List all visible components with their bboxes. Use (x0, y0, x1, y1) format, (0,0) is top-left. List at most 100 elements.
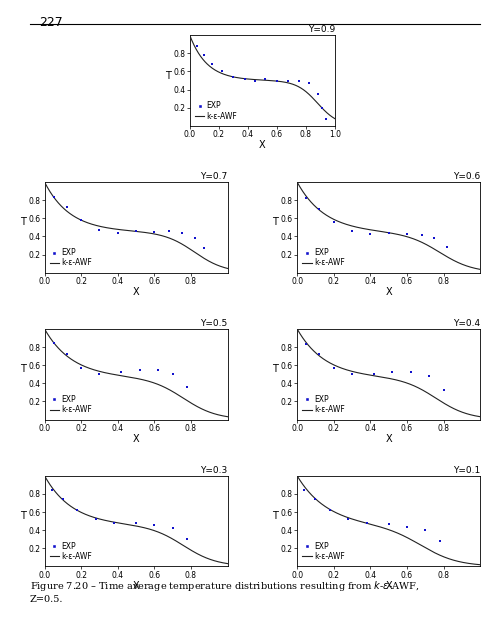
Point (385, 518, 393, 529)
Point (92, 514, 100, 524)
Point (183, 534, 191, 545)
X-axis label: X: X (385, 581, 392, 591)
X-axis label: X: X (259, 140, 266, 150)
Point (251, 76, 259, 86)
Point (150, 520, 158, 530)
Point (315, 349, 323, 360)
Point (50, 191, 57, 202)
Point (385, 228, 393, 238)
Legend: EXP, k-ε-AWF: EXP, k-ε-AWF (49, 394, 94, 416)
Point (110, 518, 118, 528)
Legend: EXP, k-ε-AWF: EXP, k-ε-AWF (49, 246, 94, 269)
X-axis label: X: X (133, 581, 140, 591)
Y-axis label: T: T (20, 364, 26, 374)
Point (191, 233, 198, 243)
Point (150, 227, 158, 237)
Point (318, 102, 326, 113)
Point (403, 228, 411, 239)
Point (348, 226, 356, 236)
Text: Y=0.1: Y=0.1 (453, 466, 480, 475)
Y-axis label: T: T (272, 511, 278, 521)
Text: Y=0.6: Y=0.6 (453, 172, 480, 181)
Point (50, 339, 57, 349)
X-axis label: X: X (133, 287, 140, 297)
Point (421, 525, 429, 535)
Point (229, 72, 237, 82)
Point (406, 367, 414, 378)
Point (425, 371, 433, 381)
Point (322, 113, 330, 124)
Point (136, 365, 144, 375)
Point (218, 67, 226, 77)
Text: Y=0.4: Y=0.4 (453, 319, 480, 328)
Point (443, 242, 451, 252)
Point (59, 494, 67, 504)
Legend: EXP, k-ε-AWF: EXP, k-ε-AWF (301, 246, 346, 269)
Point (74, 505, 82, 515)
Point (305, 78, 313, 88)
Point (311, 494, 319, 504)
Point (241, 74, 249, 84)
Point (363, 518, 371, 528)
Point (315, 204, 323, 214)
Point (302, 193, 310, 204)
Point (273, 76, 281, 86)
Point (345, 514, 352, 524)
Point (326, 505, 334, 515)
Text: Y=0.9: Y=0.9 (308, 26, 335, 35)
Point (302, 339, 310, 349)
Point (169, 524, 177, 534)
Point (117, 367, 125, 378)
Point (96, 225, 103, 236)
Point (77, 215, 85, 225)
Point (169, 369, 177, 380)
Point (295, 76, 302, 86)
Point (431, 233, 439, 243)
Point (403, 522, 411, 532)
Point (285, 76, 293, 86)
Y-axis label: T: T (272, 218, 278, 227)
Point (48, 485, 56, 495)
Legend: EXP, k-ε-AWF: EXP, k-ε-AWF (49, 540, 94, 563)
Text: Figure 7.20 – Time average temperature distributions resulting from $k$-$\vareps: Figure 7.20 – Time average temperature d… (30, 579, 419, 604)
Point (389, 366, 396, 376)
Point (183, 382, 191, 392)
Point (132, 518, 140, 528)
Point (330, 217, 338, 227)
Point (62, 202, 70, 212)
Point (440, 385, 447, 395)
Point (261, 74, 269, 84)
Point (77, 363, 85, 373)
Point (207, 59, 215, 69)
Y-axis label: T: T (20, 218, 26, 227)
Y-axis label: T: T (272, 364, 278, 374)
Text: Y=0.7: Y=0.7 (200, 172, 228, 181)
Y-axis label: T: T (20, 511, 26, 521)
Y-axis label: T: T (165, 70, 171, 81)
Point (62, 349, 70, 360)
Point (200, 50, 208, 60)
Point (165, 226, 173, 236)
Legend: EXP, k-ε-AWF: EXP, k-ε-AWF (301, 394, 346, 416)
Point (370, 369, 378, 380)
Point (200, 243, 208, 253)
Text: Y=0.5: Y=0.5 (200, 319, 228, 328)
X-axis label: X: X (385, 287, 392, 297)
Point (154, 365, 162, 375)
Text: 227: 227 (40, 16, 63, 29)
Legend: EXP, k-ε-AWF: EXP, k-ε-AWF (301, 540, 346, 563)
Legend: EXP, k-ε-AWF: EXP, k-ε-AWF (194, 100, 239, 122)
Point (436, 536, 444, 546)
X-axis label: X: X (133, 434, 140, 444)
Point (114, 228, 122, 238)
Point (178, 228, 186, 238)
X-axis label: X: X (385, 434, 392, 444)
Point (366, 228, 374, 239)
Point (418, 230, 426, 240)
Point (300, 485, 308, 495)
Point (348, 369, 356, 380)
Point (313, 89, 321, 99)
Point (330, 363, 338, 373)
Point (193, 41, 201, 51)
Point (132, 226, 140, 236)
